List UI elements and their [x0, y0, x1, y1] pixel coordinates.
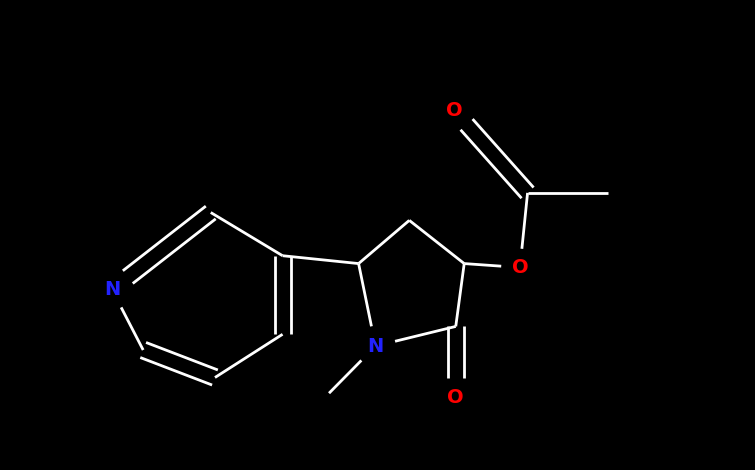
Text: N: N: [368, 337, 384, 356]
Text: O: O: [448, 388, 464, 407]
Text: O: O: [445, 101, 462, 120]
Text: O: O: [512, 258, 528, 277]
Text: N: N: [103, 280, 120, 299]
